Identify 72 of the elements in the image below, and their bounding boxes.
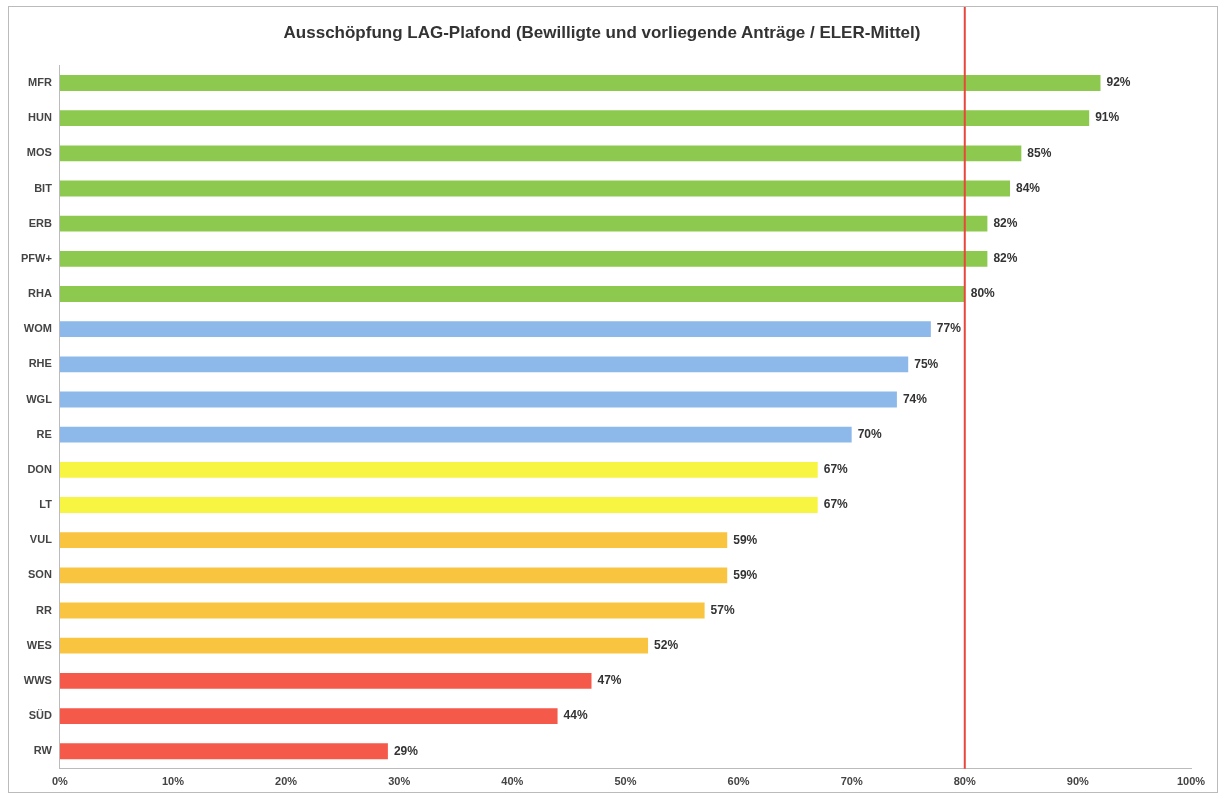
bar (59, 180, 1011, 197)
x-tick-label: 50% (614, 775, 637, 788)
bar (59, 286, 965, 302)
data-label: 84% (1016, 180, 1041, 195)
bar (59, 75, 1101, 91)
data-label: 70% (857, 427, 883, 441)
data-label: 92% (1106, 75, 1131, 90)
x-tick-label: 80% (953, 775, 976, 788)
data-label: 57% (710, 602, 735, 617)
y-tick-label: DON (27, 462, 52, 475)
bar (59, 497, 818, 513)
bar (59, 602, 705, 619)
data-label: 74% (902, 391, 928, 406)
chart-title: Ausschöpfung LAG-Plafond (Bewilligte und vorliegende Anträge / ELER-Mittel) (283, 22, 921, 42)
data-label: 67% (823, 462, 849, 477)
data-label: 44% (563, 708, 588, 723)
y-tick-label: RW (33, 744, 53, 757)
bar (59, 708, 558, 724)
y-tick-label: MOS (26, 146, 52, 159)
bar (59, 532, 728, 549)
y-tick-label: WES (26, 638, 52, 651)
y-tick-label: SON (28, 568, 52, 581)
x-tick-label: 40% (501, 775, 524, 788)
x-tick-label: 70% (840, 775, 863, 788)
bar (59, 672, 592, 689)
data-label: 29% (393, 743, 419, 758)
y-tick-label: RE (36, 427, 52, 440)
bar (59, 743, 388, 760)
x-tick-label: 20% (275, 775, 298, 788)
bar (59, 215, 988, 232)
data-label: 85% (1027, 145, 1052, 160)
y-tick-label: RHA (28, 287, 52, 300)
y-tick-label: ERB (28, 216, 52, 229)
y-tick-label: HUN (28, 111, 52, 124)
data-label: 82% (993, 215, 1018, 230)
y-tick-label: WGL (26, 392, 53, 405)
data-label: 59% (733, 567, 758, 582)
y-tick-label: WOM (23, 322, 52, 335)
x-tick-label: 90% (1066, 775, 1090, 788)
data-label: 77% (936, 321, 962, 336)
data-label: 82% (993, 251, 1018, 266)
y-tick-label: SÜD (28, 709, 52, 722)
y-tick-label: RHE (28, 357, 52, 370)
bar (59, 110, 1090, 127)
data-label: 80% (970, 286, 996, 301)
x-tick-label: 60% (727, 775, 750, 788)
bar (59, 637, 649, 654)
y-tick-label: BIT (34, 181, 53, 194)
x-tick-label: 0% (51, 775, 69, 788)
data-label: 47% (597, 673, 622, 688)
y-tick-label: LT (39, 498, 53, 511)
data-label: 52% (654, 638, 679, 653)
bar (59, 391, 897, 408)
bar (59, 250, 988, 267)
y-tick-label: MFR (28, 76, 52, 89)
x-tick-label: 30% (388, 775, 411, 788)
bar (59, 356, 909, 373)
bar (59, 145, 1022, 162)
data-label: 75% (914, 356, 939, 371)
y-tick-label: PFW+ (20, 251, 52, 264)
bar (59, 426, 852, 443)
y-tick-label: WWS (23, 673, 52, 686)
bar (59, 321, 931, 338)
data-label: 67% (823, 497, 849, 512)
x-tick-label: 100% (1176, 775, 1206, 788)
bar (59, 567, 728, 584)
data-label: 59% (733, 532, 758, 547)
bar (59, 461, 818, 478)
data-label: 91% (1095, 110, 1120, 125)
y-tick-label: VUL (29, 533, 53, 546)
y-tick-label: RR (35, 603, 52, 616)
x-tick-label: 10% (161, 775, 185, 788)
